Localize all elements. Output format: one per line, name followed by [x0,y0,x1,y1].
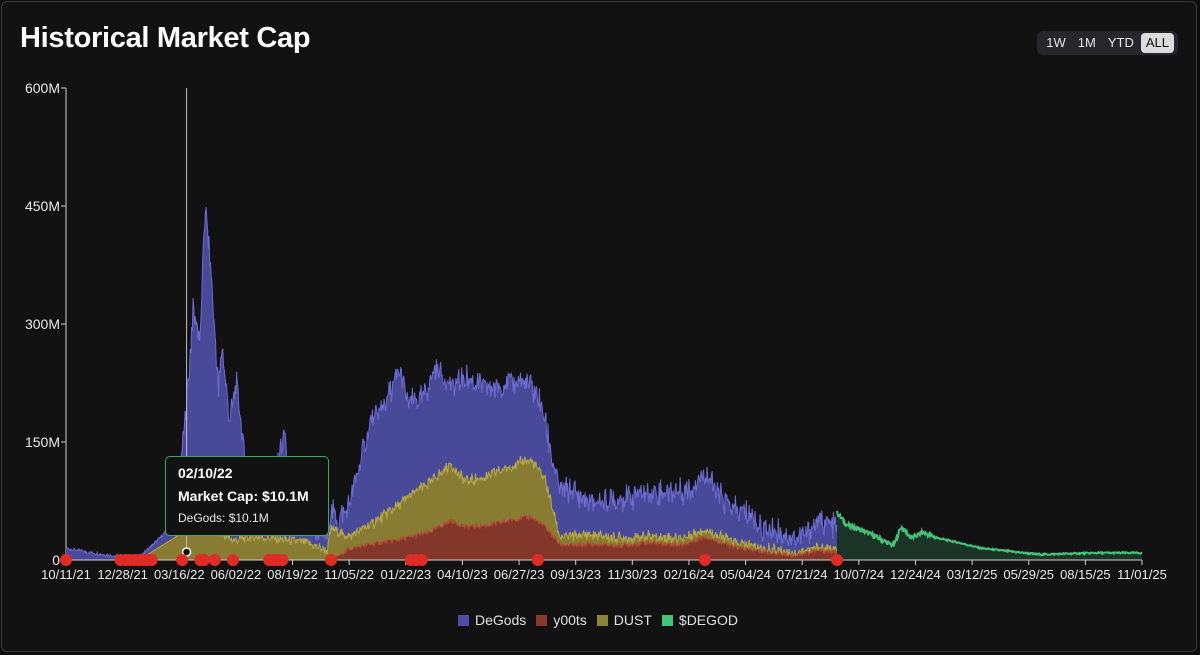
x-tick-label: 06/27/23 [494,567,545,582]
legend-item-dust[interactable]: DUST [596,612,652,628]
x-tick-label: 03/16/22 [154,567,205,582]
series-area-dust [66,456,838,560]
legend-swatch-degod-token [661,614,673,626]
y-tick-label: 150M [25,434,60,450]
x-tick-label: 12/28/21 [97,567,148,582]
x-tick-label: 06/02/22 [211,567,262,582]
page-title: Historical Market Cap [20,22,311,54]
event-marker [276,554,289,566]
x-tick-label: 04/10/23 [437,567,488,582]
legend-label-degods: DeGods [474,612,527,628]
legend-swatch-y00ts [536,614,548,626]
tooltip-degods-value: DeGods: $10.1M [178,511,269,525]
event-marker [698,554,711,566]
tooltip-market-cap: Market Cap: $10.1M [178,488,309,504]
y-tick-label: 0 [52,552,60,568]
range-1w-button[interactable]: 1W [1046,35,1066,50]
x-tick-label: 08/19/22 [267,567,318,582]
legend-label-degod-token: $DEGOD [678,612,739,628]
series-line-degod-token [836,510,1143,557]
range-1m-button[interactable]: 1M [1077,35,1096,50]
x-tick-label: 03/12/25 [947,567,998,582]
tooltip-date: 02/10/22 [178,465,233,481]
x-tick-label: 07/21/24 [777,567,828,582]
legend-label-y00ts: y00ts [553,612,587,628]
x-tick-label: 08/15/25 [1060,567,1111,582]
chart-legend: DeGods y00ts DUST $DEGOD [0,612,1196,628]
y-tick-label: 450M [25,198,60,214]
legend-item-y00ts[interactable]: y00ts [536,612,587,628]
x-tick-label: 05/04/24 [720,567,771,582]
x-tick-label: 11/01/25 [1117,567,1167,582]
event-marker [145,554,158,566]
legend-item-degod-token[interactable]: $DEGOD [661,612,739,628]
series-line-degods [65,207,838,560]
x-tick-label: 05/29/25 [1003,567,1054,582]
event-marker [831,554,844,566]
event-marker [197,554,210,566]
legend-label-dust: DUST [613,612,652,628]
y-tick-label: 600M [25,80,60,96]
range-all-button[interactable]: ALL [1140,33,1174,53]
x-tick-label: 09/13/23 [550,567,601,582]
series-area-degod-token [837,510,1142,560]
event-marker [60,554,72,566]
legend-swatch-degods [457,614,469,626]
x-tick-label: 11/05/22 [324,567,374,582]
x-tick-label: 11/30/23 [607,567,657,582]
x-tick-label: 01/22/23 [380,567,431,582]
event-marker [208,554,221,566]
range-selector: 1W 1M YTD ALL [1037,31,1178,55]
legend-item-degods[interactable]: DeGods [457,612,527,628]
event-marker [415,554,428,566]
y-tick-label: 300M [25,316,60,332]
event-marker [325,554,338,566]
series-area-y00ts [66,515,838,560]
range-ytd-button[interactable]: YTD [1107,35,1134,50]
event-marker [176,554,189,566]
legend-swatch-dust [596,614,608,626]
x-tick-label: 02/16/24 [664,567,715,582]
x-tick-label: 12/24/24 [890,567,941,582]
x-tick-label: 10/07/24 [834,567,885,582]
event-marker [226,554,239,566]
event-marker [531,554,544,566]
x-tick-label: 10/11/21 [41,567,91,582]
chart-tooltip: 02/10/22 Market Cap: $10.1M DeGods: $10.… [165,456,329,536]
